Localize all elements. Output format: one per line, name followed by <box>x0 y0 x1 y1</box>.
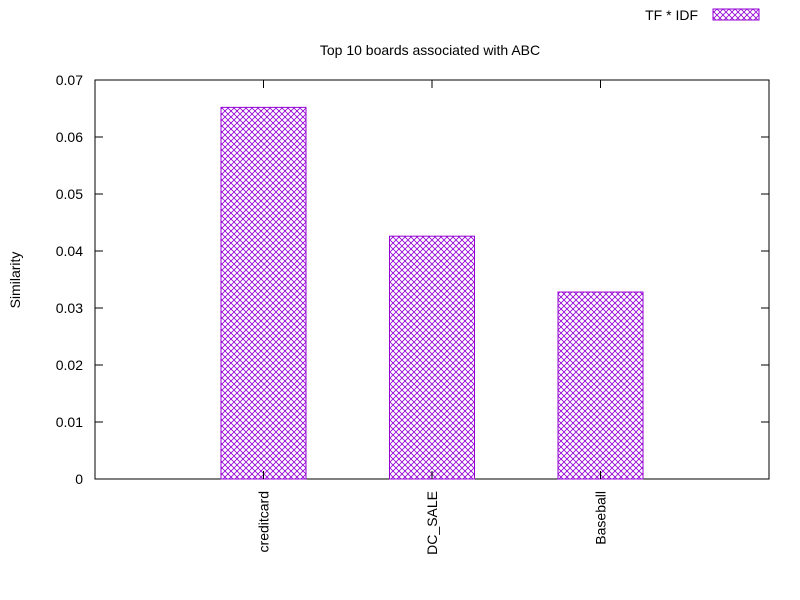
x-tick-label: Baseball <box>593 491 609 545</box>
y-tick-label: 0.06 <box>56 129 83 145</box>
y-tick-label: 0.07 <box>56 72 83 88</box>
legend: TF * IDF <box>645 7 760 23</box>
y-tick-label: 0 <box>75 471 83 487</box>
y-tick-label: 0.05 <box>56 186 83 202</box>
x-tick-label: creditcard <box>256 491 272 552</box>
chart-title: Top 10 boards associated with ABC <box>320 42 540 58</box>
y-axis-ticks: 0 0.01 0.02 0.03 0.04 0.05 0.06 0.07 <box>56 72 769 487</box>
x-axis-ticks: creditcard DC_SALE Baseball <box>256 80 609 555</box>
y-axis-label: Similarity <box>7 252 23 309</box>
y-tick-label: 0.02 <box>56 357 83 373</box>
bars <box>220 106 644 480</box>
legend-label: TF * IDF <box>645 7 698 23</box>
bar-baseball <box>557 291 644 480</box>
y-tick-label: 0.03 <box>56 300 83 316</box>
bar-creditcard <box>220 106 307 480</box>
legend-swatch <box>712 8 760 21</box>
bar-dc-sale <box>389 235 475 480</box>
y-tick-label: 0.01 <box>56 414 83 430</box>
y-tick-label: 0.04 <box>56 243 83 259</box>
x-tick-label: DC_SALE <box>424 491 440 555</box>
